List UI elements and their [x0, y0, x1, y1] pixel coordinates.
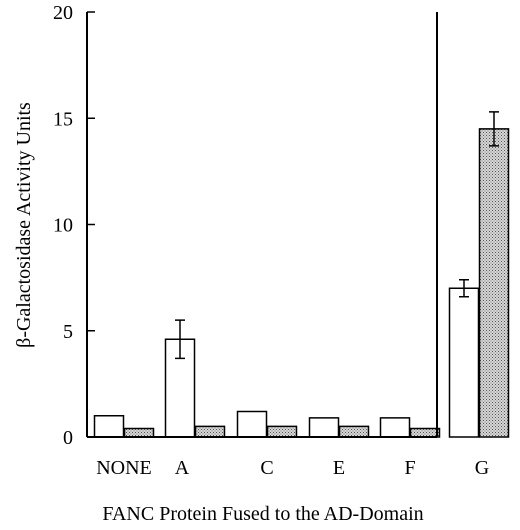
bar-g-series-2: [478, 128, 510, 438]
bar-e-series-1: [308, 417, 340, 438]
bar-c-series-1: [236, 410, 268, 438]
x-axis-title: FANC Protein Fused to the AD-Domain: [102, 503, 423, 525]
x-tick-label: E: [333, 457, 345, 479]
bar-f-series-2: [409, 427, 441, 438]
y-tick-label: 20: [53, 2, 73, 24]
x-tick-label: F: [404, 457, 415, 479]
y-tick-label: 15: [53, 108, 73, 130]
x-tick-label: NONE: [96, 457, 152, 479]
x-tick-label: A: [175, 457, 190, 479]
x-tick-label: G: [475, 457, 489, 479]
y-tick-label: 5: [63, 321, 73, 343]
bar-g-series-1: [448, 287, 480, 438]
bar-none-series-2: [123, 427, 155, 438]
y-tick-label: 0: [63, 427, 73, 449]
bar-f-series-1: [379, 417, 411, 438]
x-tick-label: C: [260, 457, 273, 479]
bar-a-series-2: [194, 425, 226, 438]
y-tick-label: 10: [53, 215, 73, 237]
bar-none-series-1: [93, 415, 125, 438]
y-axis-title: β-Galactosidase Activity Units: [13, 102, 35, 348]
bar-c-series-2: [266, 425, 298, 438]
bar-e-series-2: [338, 425, 370, 438]
